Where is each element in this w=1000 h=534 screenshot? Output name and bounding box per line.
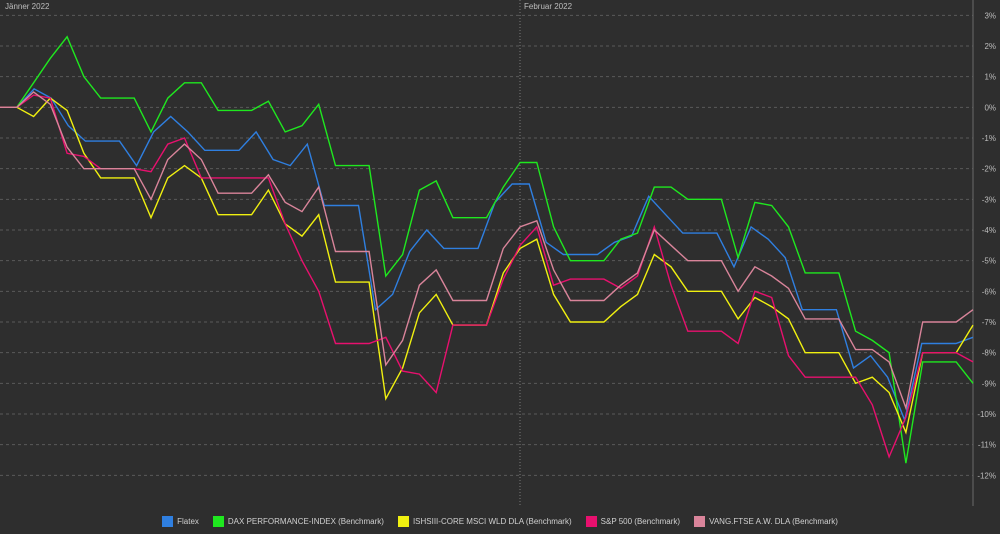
legend-label: Flatex: [177, 516, 199, 526]
legend-label: S&P 500 (Benchmark): [600, 516, 681, 526]
y-tick-label: -11%: [978, 441, 996, 450]
y-tick-label: -8%: [982, 349, 996, 358]
legend-item[interactable]: Flatex: [162, 515, 199, 527]
month-labels: Jänner 2022 Februar 2022: [5, 2, 573, 11]
grid-lines: [0, 0, 974, 506]
y-tick-label: -6%: [982, 287, 996, 296]
y-tick-label: 2%: [984, 42, 996, 51]
month-label: Februar 2022: [524, 2, 573, 11]
y-tick-label: -2%: [982, 165, 996, 174]
legend-label: VANG.FTSE A.W. DLA (Benchmark): [709, 516, 838, 526]
legend-swatch: [585, 515, 597, 527]
y-tick-label: -4%: [982, 226, 996, 235]
legend: Flatex DAX PERFORMANCE-INDEX (Benchmark) I…: [0, 512, 1000, 530]
legend-swatch: [162, 515, 174, 527]
y-tick-label: -1%: [982, 134, 996, 143]
legend-label: DAX PERFORMANCE-INDEX (Benchmark): [227, 516, 384, 526]
legend-item[interactable]: DAX PERFORMANCE-INDEX (Benchmark): [212, 515, 384, 527]
y-tick-label: -12%: [977, 471, 996, 480]
legend-item[interactable]: VANG.FTSE A.W. DLA (Benchmark): [694, 515, 838, 527]
y-tick-label: -10%: [977, 410, 996, 419]
y-tick-label: -9%: [982, 379, 996, 388]
series-line[interactable]: [0, 35, 974, 464]
legend-item[interactable]: S&P 500 (Benchmark): [585, 515, 681, 527]
y-axis-tick-labels: 3% 2% 1% 0% -1% -2% -3% -4% -5% -6% -7% -8% -9% -10% -…: [977, 11, 996, 480]
y-tick-label: -5%: [982, 257, 996, 266]
y-tick-label: -7%: [982, 318, 996, 327]
y-tick-label: 3%: [984, 11, 996, 20]
series-line[interactable]: [0, 91, 974, 411]
y-tick-label: 0%: [984, 103, 996, 112]
month-label: Jänner 2022: [5, 2, 50, 11]
series-line[interactable]: [0, 94, 974, 459]
series-line[interactable]: [0, 88, 974, 423]
legend-swatch: [694, 515, 706, 527]
legend-item[interactable]: ISHSIII-CORE MSCI WLD DLA (Benchmark): [397, 515, 572, 527]
legend-label: ISHSIII-CORE MSCI WLD DLA (Benchmark): [412, 516, 572, 526]
legend-swatch: [397, 515, 409, 527]
y-tick-label: -3%: [982, 195, 996, 204]
series-lines[interactable]: [0, 35, 974, 464]
legend-swatch: [212, 515, 224, 527]
y-tick-label: 1%: [984, 73, 996, 82]
